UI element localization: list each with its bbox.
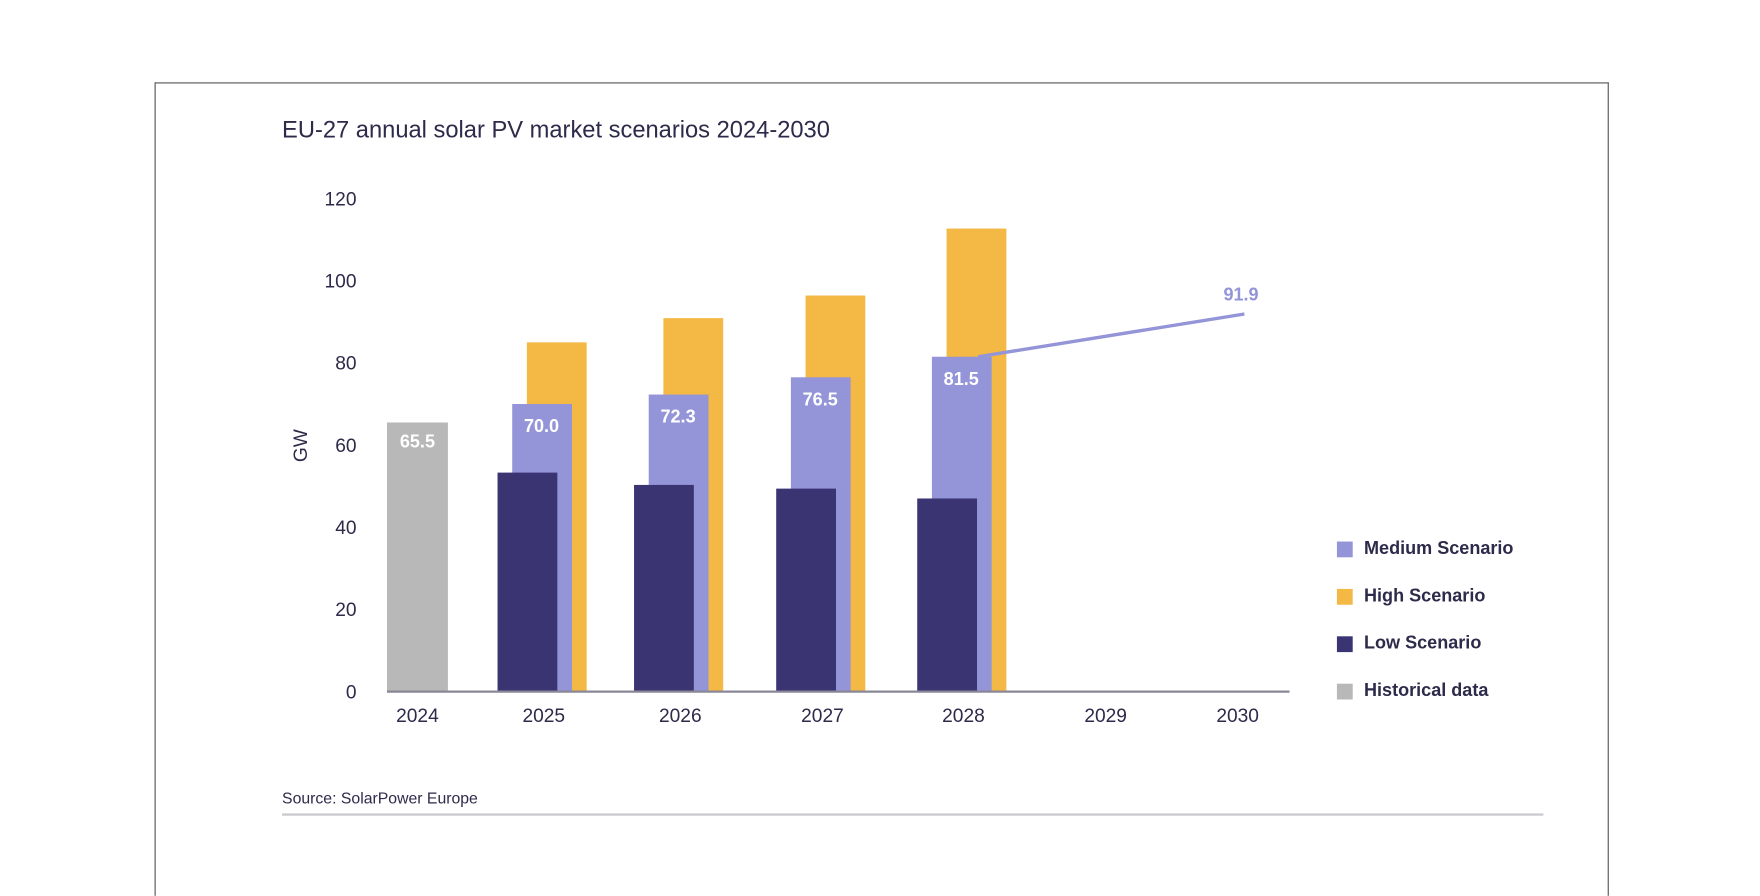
legend-swatch <box>1336 683 1353 700</box>
bar-historical <box>386 422 448 692</box>
data-label: 65.5 <box>400 431 435 451</box>
legend-item-high: High Scenario <box>1336 573 1514 620</box>
x-tick-label: 2030 <box>1216 706 1259 727</box>
y-tick-label: 40 <box>335 518 356 539</box>
medium-scenario-line <box>977 312 1245 359</box>
y-tick-label: 60 <box>335 436 356 457</box>
y-tick-label: 120 <box>325 189 357 210</box>
x-tick-label: 2029 <box>1084 706 1127 727</box>
y-tick-label: 0 <box>346 682 357 703</box>
bar-low <box>776 488 836 692</box>
legend: Medium Scenario High Scenario Low Scenar… <box>1336 526 1514 716</box>
source-note: Source: SolarPower Europe <box>282 788 478 807</box>
legend-swatch <box>1336 541 1353 558</box>
x-tick-label: 2026 <box>659 706 702 727</box>
y-axis-label: GW <box>291 428 312 462</box>
legend-label: High Scenario <box>1363 586 1486 606</box>
x-tick-label: 2027 <box>801 706 844 727</box>
data-label: 91.9 <box>1223 284 1258 304</box>
legend-label: Low Scenario <box>1363 634 1482 654</box>
bar-low <box>634 484 694 692</box>
legend-item-low: Low Scenario <box>1336 621 1514 668</box>
bar-low <box>917 498 978 692</box>
chart-frame <box>154 82 1609 896</box>
y-tick-label: 80 <box>335 354 356 375</box>
legend-item-historical: Historical data <box>1336 668 1514 715</box>
legend-label: Medium Scenario <box>1363 539 1514 559</box>
bar-low <box>497 472 558 692</box>
data-label: 70.0 <box>524 416 559 436</box>
y-tick-label: 20 <box>335 600 356 621</box>
legend-swatch <box>1336 588 1353 605</box>
legend-item-medium: Medium Scenario <box>1336 526 1514 573</box>
data-label: 81.5 <box>944 369 979 389</box>
y-tick-label: 100 <box>325 272 357 293</box>
data-label: 72.3 <box>660 407 695 427</box>
bottom-divider <box>282 813 1544 816</box>
legend-label: Historical data <box>1363 681 1489 701</box>
x-tick-label: 2028 <box>942 706 985 727</box>
x-tick-label: 2024 <box>396 706 439 727</box>
data-label: 76.5 <box>803 389 838 409</box>
x-tick-label: 2025 <box>522 706 565 727</box>
chart-title: EU-27 annual solar PV market scenarios 2… <box>282 117 830 144</box>
legend-swatch <box>1336 636 1353 653</box>
